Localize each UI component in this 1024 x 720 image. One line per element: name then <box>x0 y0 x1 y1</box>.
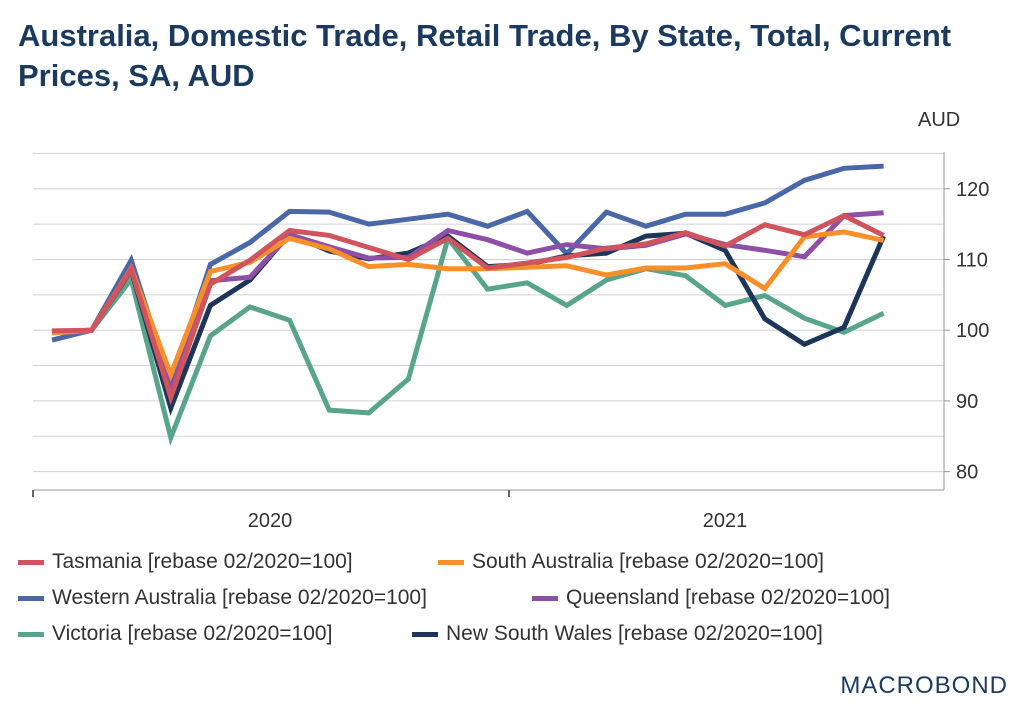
legend-swatch <box>18 595 44 601</box>
series-line-tasmania <box>51 212 885 406</box>
x-tick-label: 2021 <box>703 510 748 532</box>
series-line-victoria <box>51 232 885 446</box>
series-line-western-australia <box>51 163 884 393</box>
series-line-south-australia <box>51 229 885 382</box>
legend-swatch <box>532 595 558 601</box>
legend-label: Western Australia [rebase 02/2020=100] <box>52 586 427 609</box>
legend-swatch <box>438 559 464 565</box>
legend-swatch <box>18 631 44 637</box>
x-tick-label: 2020 <box>248 510 293 532</box>
macrobond-logo: MACROBOND <box>840 672 1008 699</box>
legend-item-south-australia: South Australia [rebase 02/2020=100] <box>438 550 824 574</box>
legend-label: Tasmania [rebase 02/2020=100] <box>52 550 353 573</box>
legend-swatch <box>412 631 438 637</box>
legend-item-victoria: Victoria [rebase 02/2020=100] <box>18 622 332 646</box>
legend-item-new-south-wales: New South Wales [rebase 02/2020=100] <box>412 622 823 646</box>
legend-label: New South Wales [rebase 02/2020=100] <box>446 622 823 645</box>
y-tick-label: 120 <box>956 179 989 201</box>
legend-label: Queensland [rebase 02/2020=100] <box>566 586 891 609</box>
y-tick-label: 100 <box>956 320 989 342</box>
legend-label: Victoria [rebase 02/2020=100] <box>52 622 333 645</box>
legend-item-queensland: Queensland [rebase 02/2020=100] <box>532 586 890 610</box>
legend-label: South Australia [rebase 02/2020=100] <box>472 550 825 573</box>
legend-item-western-australia: Western Australia [rebase 02/2020=100] <box>18 586 427 610</box>
y-tick-label: 80 <box>956 462 978 484</box>
legend-item-tasmania: Tasmania [rebase 02/2020=100] <box>18 550 353 574</box>
y-axis-label: AUD <box>918 109 960 131</box>
legend-swatch <box>18 559 44 565</box>
y-tick-label: 110 <box>956 249 988 271</box>
chart-title: Australia, Domestic Trade, Retail Trade,… <box>18 18 952 93</box>
y-tick-label: 90 <box>956 391 978 413</box>
